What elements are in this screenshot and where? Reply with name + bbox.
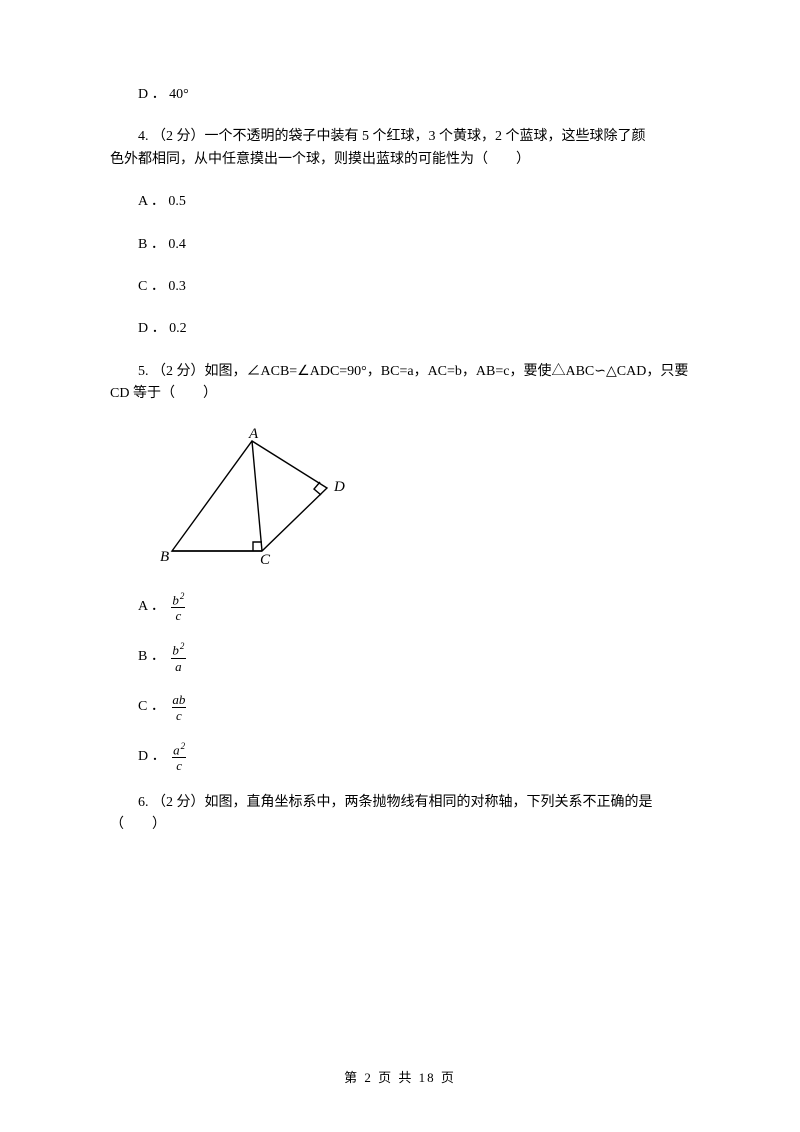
footer-prefix: 第: [344, 1070, 364, 1085]
footer-current-page: 2: [364, 1070, 373, 1085]
option-label: D ．: [138, 746, 169, 768]
q5-stem-line1: 5. （2 分）如图，∠ACB=∠ADC=90°，BC=a，AC=b，AB=c，…: [110, 361, 690, 383]
figure-label-b: B: [160, 549, 169, 565]
figure-label-d: D: [333, 479, 345, 495]
figure-label-a: A: [248, 426, 259, 442]
q4-option-a: A ． 0.5: [110, 191, 690, 213]
q4-option-d: D ． 0.2: [110, 318, 690, 340]
q6-stem-line1: 6. （2 分）如图，直角坐标系中，两条抛物线有相同的对称轴，下列关系不正确的是: [110, 792, 690, 814]
q3-option-d: D ． 40°: [110, 84, 690, 106]
q5-option-a: A ． b2 c: [110, 592, 690, 622]
fraction: a2 c: [171, 742, 187, 772]
option-label: C ．: [138, 696, 168, 718]
fraction: ab c: [170, 693, 187, 722]
footer-mid: 页 共: [373, 1070, 419, 1085]
figure-label-c: C: [260, 552, 271, 566]
q4-option-c: C ． 0.3: [110, 276, 690, 298]
page-footer: 第 2 页 共 18 页: [0, 1067, 800, 1086]
option-label: B ．: [138, 646, 168, 668]
q4-option-b: B ． 0.4: [110, 234, 690, 256]
page-content: D ． 40° 4. （2 分）一个不透明的袋子中装有 5 个红球，3 个黄球，…: [0, 0, 800, 837]
q5-option-b: B ． b2 a: [110, 642, 690, 672]
q5-figure: A B C D: [152, 426, 690, 574]
footer-total-pages: 18: [419, 1070, 436, 1085]
q4-stem-line2: 色外都相同，从中任意摸出一个球，则摸出蓝球的可能性为（ ）: [110, 149, 690, 171]
q5-stem-line2: CD 等于（ ）: [110, 383, 690, 405]
q5-option-c: C ． ab c: [110, 693, 690, 722]
fraction: b2 a: [170, 642, 186, 672]
q5-option-d: D ． a2 c: [110, 742, 690, 772]
option-label: A ．: [138, 596, 168, 618]
fraction: b2 c: [170, 592, 186, 622]
footer-suffix: 页: [436, 1070, 456, 1085]
q4-stem-line1: 4. （2 分）一个不透明的袋子中装有 5 个红球，3 个黄球，2 个蓝球，这些…: [110, 126, 690, 148]
q6-stem-line2: （ ）: [110, 814, 690, 836]
